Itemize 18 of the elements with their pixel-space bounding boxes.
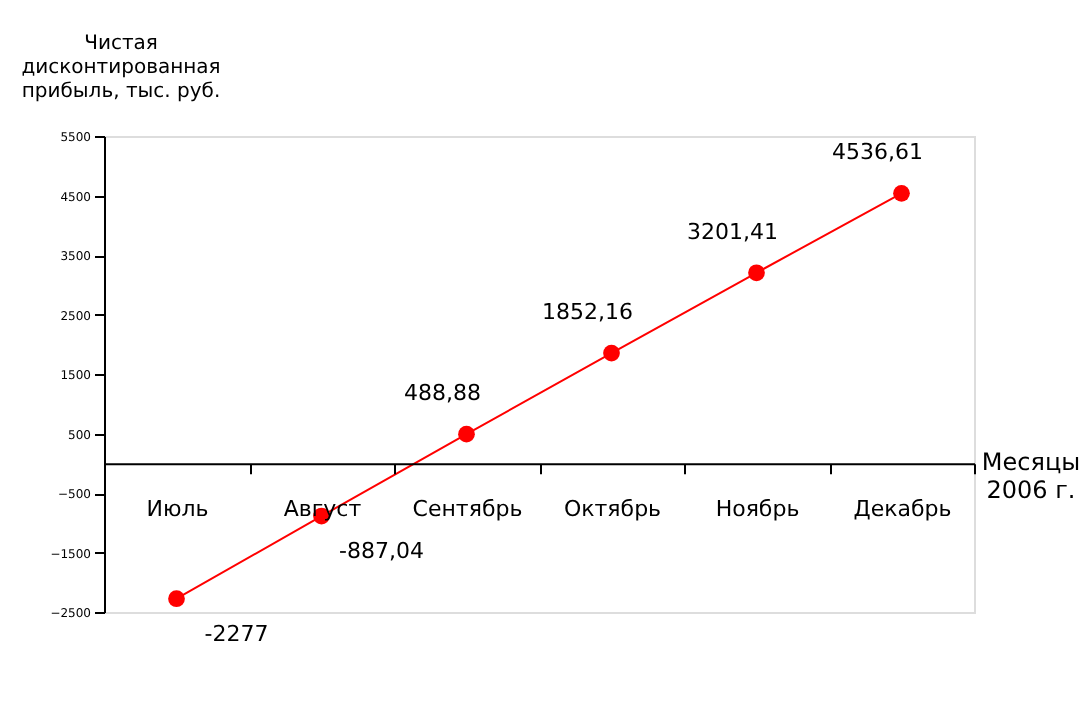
y-axis-title: Чистая дисконтированная прибыль, тыс. руб.: [21, 33, 221, 103]
x-tick-label: Июль: [146, 496, 209, 523]
point: [893, 184, 910, 202]
point: [603, 344, 620, 362]
point: [458, 425, 475, 443]
data-label: 4536,61: [832, 139, 923, 166]
data-label: 3201,41: [687, 218, 778, 245]
data-label: 488,88: [404, 380, 481, 407]
x-tick-label: Декабрь: [853, 496, 952, 523]
x-tick-label: Сентябрь: [412, 496, 523, 523]
x-axis-title: Месяцы 2006 г.: [981, 448, 1081, 505]
data-label: -887,04: [339, 538, 424, 565]
point: [168, 590, 185, 608]
data-label: 1852,16: [542, 299, 633, 326]
point: [748, 264, 765, 282]
x-tick-label: Ноябрь: [715, 496, 800, 523]
data-label: -2277: [204, 620, 269, 647]
x-tick-label: Октябрь: [563, 496, 662, 523]
